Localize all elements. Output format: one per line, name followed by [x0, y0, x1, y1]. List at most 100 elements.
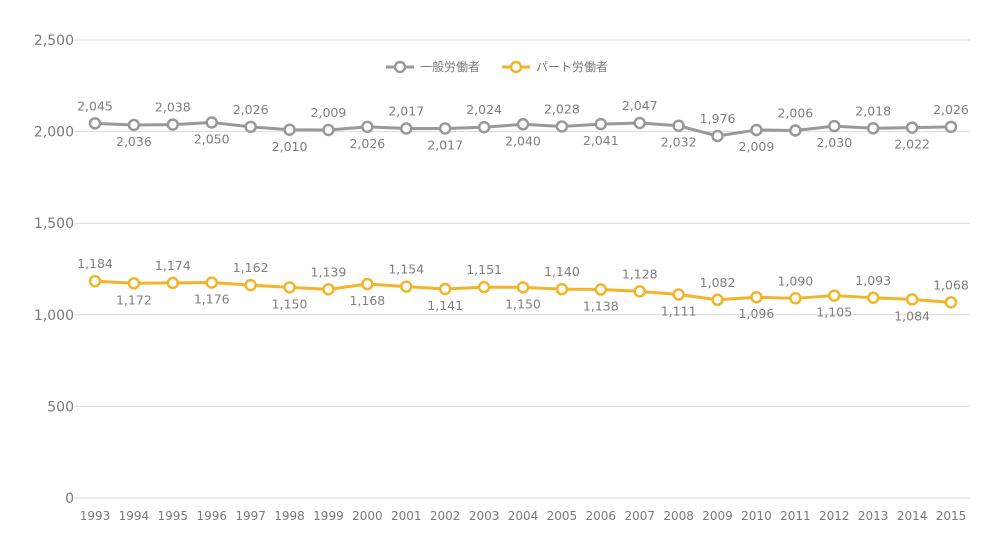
x-tick-label: 1997 [235, 509, 266, 523]
data-label: 2,017 [388, 103, 424, 118]
data-point [438, 282, 452, 296]
series-1: 2,0452,0362,0382,0502,0262,0102,0092,026… [77, 98, 969, 154]
data-point [633, 285, 646, 298]
data-point [555, 282, 569, 296]
legend-item: 一般労働者 [386, 59, 480, 74]
data-point [944, 120, 958, 134]
x-tick-label: 2009 [702, 509, 733, 523]
y-tick-label: 1,500 [34, 216, 74, 232]
data-point [750, 290, 763, 304]
data-point [516, 281, 530, 294]
data-label: 1,139 [311, 264, 347, 279]
data-label: 2,041 [583, 133, 619, 148]
data-label: 1,082 [700, 275, 736, 290]
data-label: 2,045 [77, 98, 113, 113]
x-tick-label: 2014 [897, 509, 928, 523]
data-point [322, 123, 335, 137]
data-point [166, 276, 180, 290]
data-point [400, 122, 413, 135]
legend-item: パート労働者 [502, 60, 608, 74]
y-tick-label: 1,000 [34, 308, 74, 324]
x-tick-label: 1998 [274, 509, 305, 523]
data-point [127, 118, 141, 132]
data-label: 2,006 [777, 106, 813, 121]
data-label: 1,162 [233, 260, 269, 275]
legend: 一般労働者 パート労働者 [386, 59, 608, 74]
data-point [244, 120, 257, 134]
legend-label: 一般労働者 [420, 59, 480, 74]
data-point [711, 129, 724, 143]
data-point [594, 283, 608, 296]
data-point [944, 296, 958, 309]
data-point [205, 116, 218, 129]
data-point [322, 283, 335, 296]
x-tick-label: 1996 [196, 509, 227, 523]
data-point [905, 293, 919, 306]
data-point [789, 124, 802, 137]
legend-marker [509, 60, 523, 74]
data-point [672, 288, 685, 301]
data-label: 1,976 [700, 111, 736, 126]
data-label: 1,105 [816, 305, 852, 320]
y-tick-label: 2,000 [34, 125, 74, 141]
x-tick-label: 2015 [936, 509, 967, 523]
data-label: 2,040 [505, 133, 541, 148]
x-tick-label: 2013 [858, 509, 889, 523]
x-tick-label: 1995 [158, 509, 189, 523]
x-tick-label: 2002 [430, 509, 461, 523]
data-point [88, 274, 102, 288]
data-label: 2,026 [933, 102, 969, 117]
data-point [594, 117, 608, 131]
x-tick-label: 2000 [352, 509, 383, 523]
data-point [828, 119, 841, 133]
data-label: 1,154 [388, 262, 424, 277]
data-label: 1,138 [583, 299, 619, 314]
data-label: 2,017 [427, 137, 463, 152]
x-tick-label: 2008 [663, 509, 694, 523]
x-tick-label: 2010 [741, 509, 772, 523]
data-label: 2,050 [194, 131, 230, 146]
data-label: 2,028 [544, 101, 580, 116]
data-label: 2,022 [894, 137, 930, 152]
data-label: 2,030 [816, 135, 852, 150]
data-label: 1,111 [661, 303, 697, 318]
data-point [361, 120, 374, 134]
data-point [789, 292, 802, 305]
x-tick-label: 2003 [469, 509, 500, 523]
x-tick-label: 1994 [119, 509, 150, 523]
data-point [711, 293, 724, 307]
data-label: 1,174 [155, 258, 191, 273]
data-label: 2,047 [622, 98, 658, 113]
x-tick-label: 2012 [819, 509, 850, 523]
data-label: 1,172 [116, 292, 152, 307]
data-label: 1,090 [777, 273, 813, 288]
data-point [828, 289, 841, 302]
x-tick-label: 1999 [313, 509, 344, 523]
x-tick-label: 2004 [508, 509, 539, 523]
data-point [400, 280, 413, 293]
y-tick-label: 500 [47, 399, 74, 415]
data-point [127, 277, 141, 290]
data-label: 1,068 [933, 277, 969, 292]
y-tick-label: 0 [65, 491, 74, 507]
grid-lines [75, 39, 970, 499]
data-point [205, 276, 218, 289]
data-label: 1,096 [739, 306, 775, 321]
data-label: 2,026 [233, 102, 269, 117]
data-point [283, 123, 296, 137]
data-point [166, 118, 180, 131]
data-point [516, 118, 530, 131]
data-point [750, 123, 763, 137]
data-point [88, 117, 102, 130]
data-point [672, 119, 685, 132]
data-label: 2,032 [661, 135, 697, 150]
x-tick-label: 2001 [391, 509, 422, 523]
data-point [555, 120, 569, 133]
data-label: 1,184 [77, 256, 113, 271]
data-label: 2,009 [311, 105, 347, 120]
series-layer: 2,0452,0362,0382,0502,0262,0102,0092,026… [77, 98, 969, 323]
legend-label: パート労働者 [536, 60, 608, 74]
data-point [438, 122, 452, 135]
data-point [866, 291, 880, 305]
